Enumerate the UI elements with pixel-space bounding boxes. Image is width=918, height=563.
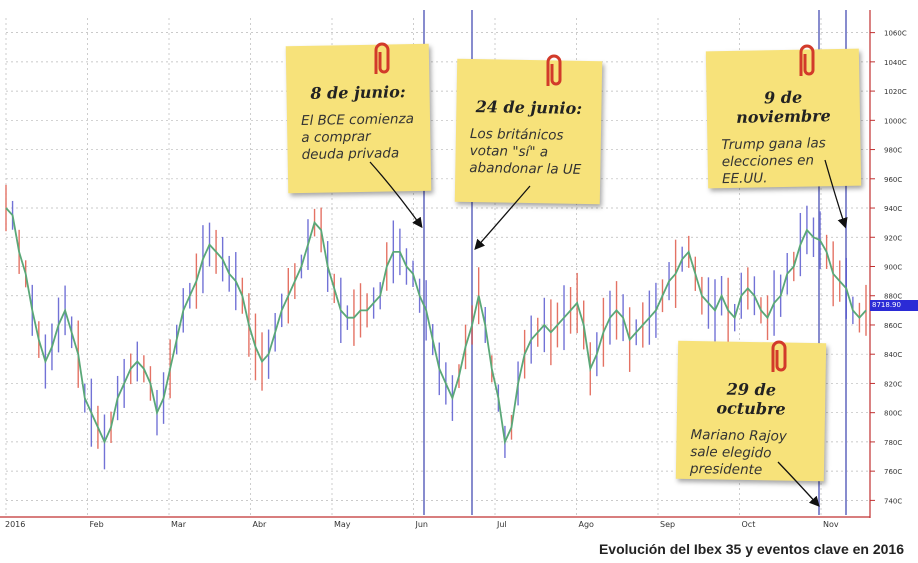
ibex-line: [5, 207, 867, 446]
y-tick-label: 800C: [884, 410, 902, 418]
x-tick-label: Sep: [660, 520, 675, 529]
y-axis-band: [871, 10, 917, 525]
chart-caption: Evolución del Ibex 35 y eventos clave en…: [598, 541, 904, 557]
y-tick-label: 1000C: [884, 117, 907, 125]
x-tick-label: Ago: [579, 520, 595, 529]
callout-arrow: [824, 159, 848, 229]
y-tick-label: 960C: [884, 176, 902, 184]
y-tick-label: 1020C: [884, 88, 907, 96]
x-tick-label: Jun: [415, 520, 429, 529]
x-tick-label: 2016: [5, 520, 25, 529]
ibex-chart: 740C 760C 780C 800C 820C 840C 860C 880C 900C 920C…: [0, 10, 918, 532]
x-tick-label: Abr: [253, 520, 268, 529]
x-tick-label: Jul: [496, 520, 507, 529]
y-tick-label: 760C: [884, 468, 902, 476]
x-tick-label: Feb: [90, 520, 104, 529]
y-tick-label: 940C: [884, 205, 902, 213]
x-tick-label: Nov: [823, 520, 839, 529]
x-tick-label: May: [334, 520, 351, 529]
y-tick-label: 920C: [884, 234, 902, 242]
current-price-tag: 8718.90: [870, 300, 918, 311]
callout-arrow: [474, 185, 531, 250]
x-tick-label: Mar: [171, 520, 187, 529]
y-tick-label: 740C: [884, 497, 902, 505]
y-tick-label: 980C: [884, 147, 902, 155]
x-tick-label: Oct: [742, 520, 756, 529]
paperclip-icon: [374, 42, 390, 74]
y-tick-label: 780C: [884, 439, 902, 447]
paperclip-icon: [799, 44, 815, 76]
y-tick-label: 900C: [884, 264, 902, 272]
y-tick-label: 880C: [884, 293, 902, 301]
y-tick-label: 840C: [884, 351, 902, 359]
paperclip-icon: [771, 340, 787, 372]
callout-arrows: [369, 159, 848, 507]
y-tick-label: 1040C: [884, 59, 907, 67]
y-tick-label: 860C: [884, 322, 902, 330]
y-tick-label: 820C: [884, 380, 902, 388]
callout-arrow: [369, 161, 423, 229]
y-tick-label: 1060C: [884, 30, 907, 38]
paperclip-icon: [546, 54, 562, 86]
x-axis-band: [0, 518, 918, 532]
callout-arrow: [777, 461, 820, 507]
